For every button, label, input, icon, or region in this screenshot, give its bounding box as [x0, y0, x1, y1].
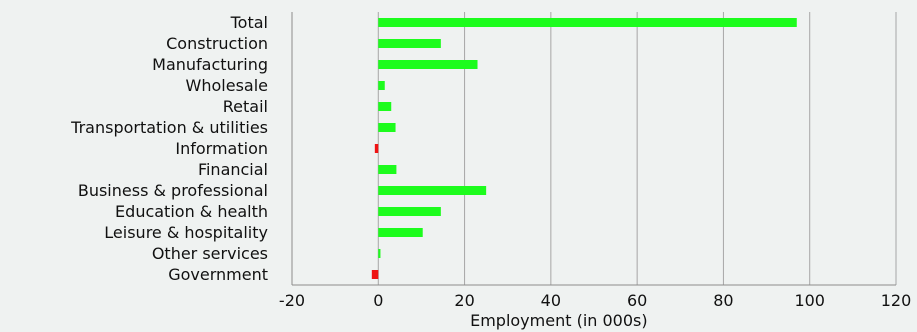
category-label: Total: [230, 13, 268, 32]
x-tick-label: 120: [881, 291, 912, 310]
category-label: Construction: [166, 34, 268, 53]
x-tick-label: 20: [454, 291, 474, 310]
bar-retail: [378, 102, 392, 111]
gridlines: [377, 12, 897, 285]
bar-leisure-hospitality: [378, 228, 423, 237]
category-label: Business & professional: [78, 181, 268, 200]
category-label: Wholesale: [186, 76, 268, 95]
bar-manufacturing: [378, 60, 478, 69]
category-label: Other services: [152, 244, 268, 263]
bar-information: [374, 144, 379, 153]
x-tick-label: 0: [373, 291, 383, 310]
x-tick-label: 80: [713, 291, 733, 310]
bars: [371, 18, 797, 279]
bar-financial: [378, 165, 397, 174]
category-label: Retail: [223, 97, 268, 116]
bar-other-services: [378, 249, 381, 258]
x-tick-label: 40: [541, 291, 561, 310]
bar-wholesale: [378, 81, 385, 90]
x-tick-label: 60: [627, 291, 647, 310]
category-label: Information: [175, 139, 268, 158]
bar-government: [371, 270, 379, 279]
bar-transportation-utilities: [378, 123, 396, 132]
category-label: Transportation & utilities: [70, 118, 268, 137]
category-label: Financial: [198, 160, 268, 179]
category-label: Government: [168, 265, 268, 284]
category-labels: Total Construction Manufacturing Wholesale R…: [70, 13, 268, 284]
x-tick-label: 100: [794, 291, 825, 310]
x-axis-title: Employment (in 000s): [470, 311, 648, 330]
category-label: Education & health: [115, 202, 268, 221]
bar-business-professional: [378, 186, 487, 195]
bar-education-health: [378, 207, 441, 216]
bar-total: [378, 18, 797, 27]
x-tick-label: -20: [279, 291, 305, 310]
bar-construction: [378, 39, 441, 48]
category-label: Leisure & hospitality: [104, 223, 268, 242]
category-label: Manufacturing: [152, 55, 268, 74]
x-tick-labels: -20 0 20 40 60 80 100 120: [279, 291, 911, 310]
